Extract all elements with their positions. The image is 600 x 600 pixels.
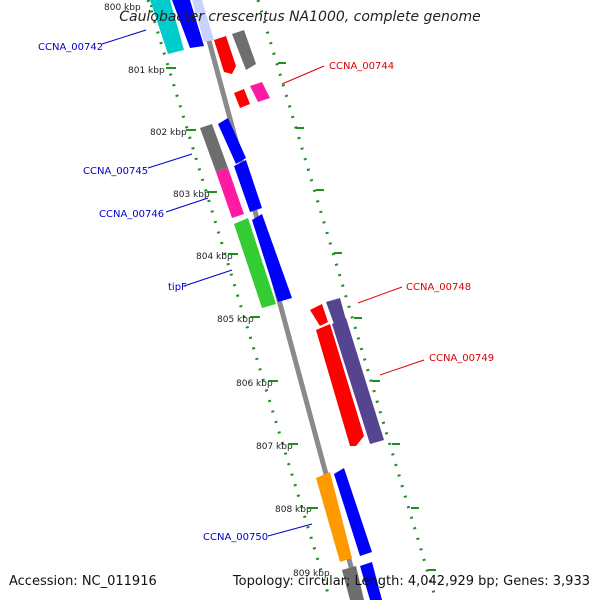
label-ccna-00749[interactable]: CCNA_00749: [429, 353, 494, 364]
tick-label-803: 803 kbp: [173, 190, 210, 200]
gene-arrow-grey-bottom[interactable]: [342, 566, 364, 600]
leader-tipF: [183, 269, 233, 287]
gene-arrow-blue-5[interactable]: [334, 468, 372, 556]
tick-label-808: 808 kbp: [275, 505, 312, 515]
gene-arrow-pink-2[interactable]: [216, 168, 244, 218]
gene-arrow-red-2[interactable]: [234, 89, 250, 108]
leader-ccna-00750: [267, 523, 313, 537]
gene-arrow-red-1[interactable]: [214, 36, 236, 74]
leader-ccna-00742: [101, 29, 147, 45]
gene-arrow-grey-1[interactable]: [232, 30, 256, 70]
tick-label-809: 809 kbp: [293, 569, 330, 579]
leader-ccna-00749: [379, 359, 425, 376]
gene-labels: CCNA_00742 CCNA_00744 CCNA_00745 CCNA_00…: [38, 42, 494, 543]
tick-label-804: 804 kbp: [196, 252, 233, 262]
gene-arrow-blue-2[interactable]: [218, 118, 246, 164]
label-ccna-00746[interactable]: CCNA_00746: [99, 209, 164, 220]
gene-arrow-orange-00750[interactable]: [316, 472, 352, 562]
label-ccna-00742[interactable]: CCNA_00742: [38, 42, 103, 53]
outer-ring-ticks: [278, 62, 436, 571]
gene-features: [150, 0, 384, 600]
tick-label-802: 802 kbp: [150, 128, 187, 138]
leader-ccna-00745: [147, 153, 193, 169]
gene-arrow-lightblue-top[interactable]: [192, 0, 214, 42]
tick-label-805: 805 kbp: [217, 315, 254, 325]
gene-arrow-blue-4[interactable]: [252, 214, 292, 302]
map-title: Caulobacter crescentus NA1000, complete …: [119, 9, 481, 25]
leader-lines: [101, 29, 425, 537]
genome-summary-text: Topology: circular; Length: 4,042,929 bp…: [232, 574, 590, 589]
label-ccna-00748[interactable]: CCNA_00748: [406, 282, 471, 293]
gene-arrow-purple-small[interactable]: [326, 298, 346, 324]
gene-arrow-red-00748[interactable]: [310, 304, 328, 326]
tick-label-807: 807 kbp: [256, 442, 293, 452]
gene-arrow-green-tipF[interactable]: [234, 218, 276, 308]
tick-label-800: 800 kbp: [104, 3, 141, 13]
gene-arrow-grey-2[interactable]: [200, 124, 228, 172]
label-tipF[interactable]: tipF: [168, 282, 187, 293]
label-ccna-00750[interactable]: CCNA_00750: [203, 532, 268, 543]
label-ccna-00745[interactable]: CCNA_00745: [83, 166, 148, 177]
gene-arrow-pink-1[interactable]: [250, 82, 270, 102]
gene-arrow-blue-3[interactable]: [234, 160, 262, 212]
leader-ccna-00748: [357, 286, 403, 304]
tick-label-801: 801 kbp: [128, 66, 165, 76]
tick-label-806: 806 kbp: [236, 379, 273, 389]
label-ccna-00744[interactable]: CCNA_00744: [329, 61, 394, 72]
gene-arrow-purple-00749[interactable]: [332, 318, 384, 444]
scale-ticks: 800 kbp 801 kbp 802 kbp 803 kbp 804 kbp …: [104, 3, 330, 579]
gene-arrow-blue-top[interactable]: [172, 0, 204, 48]
leader-ccna-00746: [165, 197, 209, 213]
gene-arrow-red-00749[interactable]: [316, 324, 364, 446]
leader-ccna-00744: [281, 65, 325, 85]
gene-arrow-blue-bottom[interactable]: [360, 562, 382, 600]
gene-arrow-cyan[interactable]: [150, 0, 184, 54]
accession-text: Accession: NC_011916: [9, 574, 157, 589]
